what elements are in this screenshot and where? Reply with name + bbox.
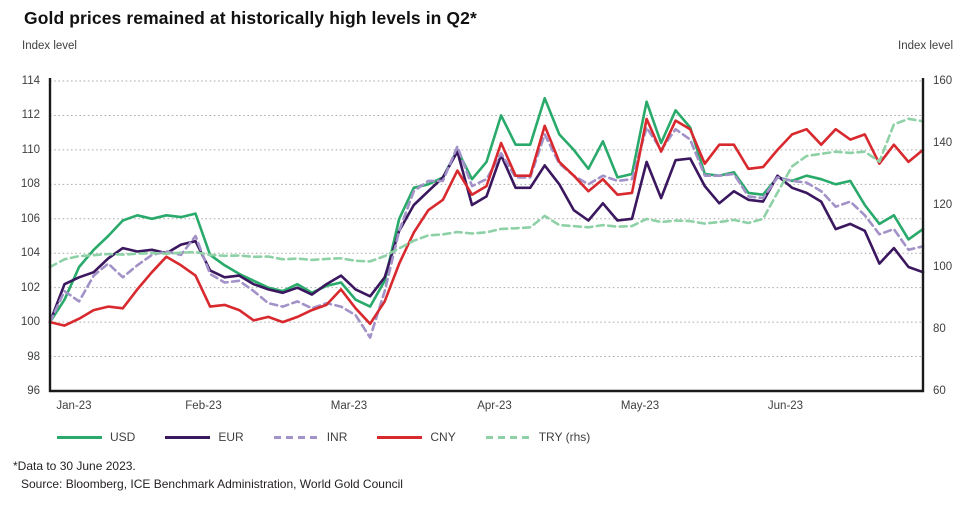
source-attribution: Source: Bloomberg, ICE Benchmark Adminis… xyxy=(21,477,403,491)
legend-swatch-cny xyxy=(377,435,423,439)
x-tick-Jun-23: Jun-23 xyxy=(767,400,804,412)
y-left-tick-110: 110 xyxy=(21,143,40,156)
y-left-tick-98: 98 xyxy=(27,350,40,363)
series-line-try-rhs- xyxy=(48,117,925,269)
y-left-tick-114: 114 xyxy=(21,75,40,87)
x-tick-May-23: May-23 xyxy=(620,400,660,412)
legend-item-inr: INR xyxy=(273,430,348,444)
y-right-tick-160: 160 xyxy=(933,75,953,87)
legend-swatch-inr xyxy=(273,435,319,439)
legend-item-cny: CNY xyxy=(377,430,456,444)
y-left-tick-104: 104 xyxy=(20,247,40,260)
y-left-tick-96: 96 xyxy=(27,385,40,397)
legend-item-try-rhs-: TRY (rhs) xyxy=(485,430,591,444)
legend-swatch-eur xyxy=(165,435,211,439)
y-right-tick-60: 60 xyxy=(933,385,946,397)
y-right-tick-100: 100 xyxy=(933,261,953,273)
series-line-usd xyxy=(48,96,925,324)
legend-label: INR xyxy=(326,430,348,444)
legend-swatch-try-rhs- xyxy=(485,435,531,439)
y-right-tick-120: 120 xyxy=(933,199,953,211)
legend-item-eur: EUR xyxy=(165,430,244,444)
legend-label: EUR xyxy=(218,430,244,444)
legend-label: CNY xyxy=(430,430,456,444)
series-line-eur xyxy=(48,150,925,324)
chart-title: Gold prices remained at historically hig… xyxy=(24,8,477,28)
x-tick-Mar-23: Mar-23 xyxy=(330,400,368,412)
x-tick-Feb-23: Feb-23 xyxy=(185,400,222,412)
x-tick-Apr-23: Apr-23 xyxy=(477,400,512,412)
series-line-inr xyxy=(48,126,925,339)
y-left-tick-100: 100 xyxy=(20,316,40,329)
legend-label: USD xyxy=(110,430,136,444)
footnote: *Data to 30 June 2023. xyxy=(13,459,136,473)
legend-swatch-usd xyxy=(57,435,102,439)
line-chart-canvas xyxy=(48,78,925,393)
y-right-tick-80: 80 xyxy=(933,323,946,335)
x-tick-Jan-23: Jan-23 xyxy=(56,400,92,412)
chart-legend: USD EUR INR CNY TRY (rhs) xyxy=(57,430,590,444)
series-line-cny xyxy=(48,117,925,327)
y-right-tick-140: 140 xyxy=(933,137,953,149)
legend-item-usd: USD xyxy=(57,430,135,444)
right-axis-unit-label: Index level xyxy=(898,40,953,52)
y-left-tick-102: 102 xyxy=(20,281,40,294)
left-axis-unit-label: Index level xyxy=(22,40,77,52)
legend-label: TRY (rhs) xyxy=(538,430,591,444)
y-left-tick-108: 108 xyxy=(20,178,40,191)
y-left-tick-112: 112 xyxy=(21,109,40,122)
y-left-tick-106: 106 xyxy=(20,212,40,225)
